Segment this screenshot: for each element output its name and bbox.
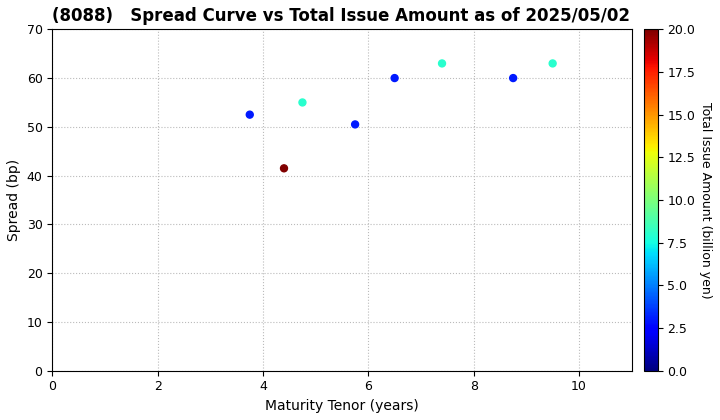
Point: [349, 121, 361, 128]
Point: [547, 60, 559, 67]
Point: [278, 165, 289, 172]
Y-axis label: Total Issue Amount (billion yen): Total Issue Amount (billion yen): [699, 102, 712, 298]
Point: [508, 75, 519, 81]
X-axis label: Maturity Tenor (years): Maturity Tenor (years): [265, 399, 419, 413]
Point: [436, 60, 448, 67]
Point: [297, 99, 308, 106]
Y-axis label: Spread (bp): Spread (bp): [7, 159, 21, 241]
Point: [244, 111, 256, 118]
Text: (8088)   Spread Curve vs Total Issue Amount as of 2025/05/02: (8088) Spread Curve vs Total Issue Amoun…: [53, 7, 630, 25]
Point: [389, 75, 400, 81]
